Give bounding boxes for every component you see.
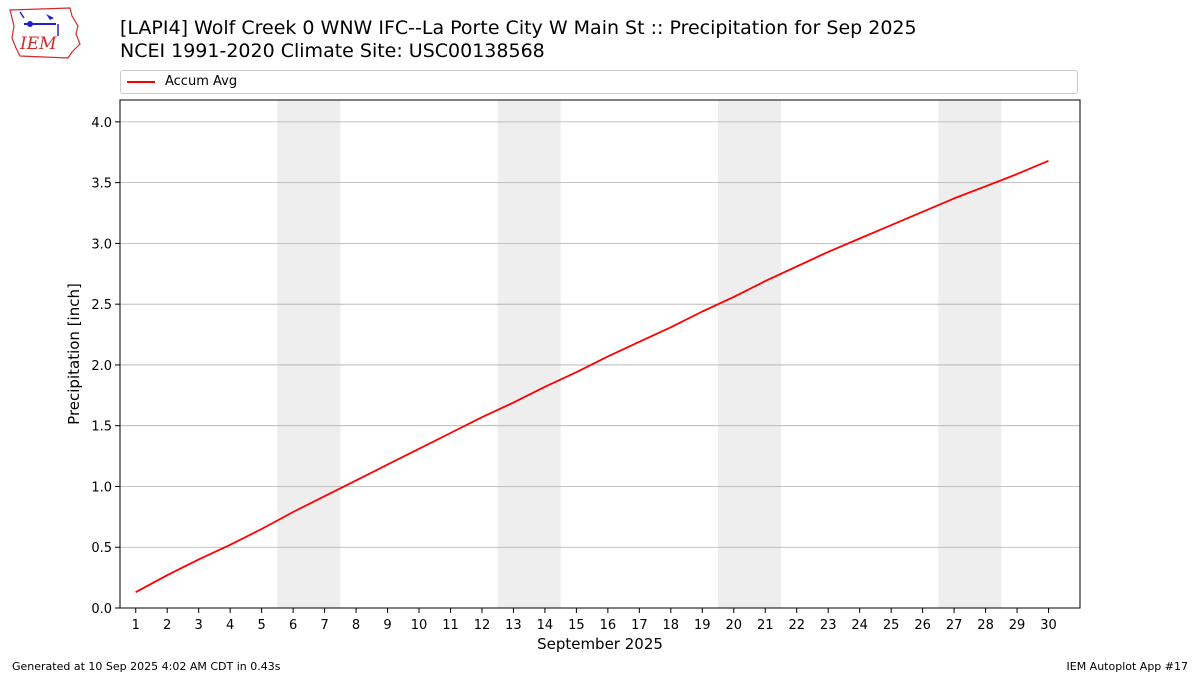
x-tick-label: 6 bbox=[289, 618, 297, 633]
weekend-band bbox=[277, 100, 341, 608]
plot-frame bbox=[119, 99, 1081, 609]
x-tick-label: 9 bbox=[383, 618, 391, 633]
x-tick-label: 27 bbox=[946, 618, 963, 633]
legend: Accum Avg bbox=[120, 70, 1078, 94]
logo-text: IEM bbox=[20, 34, 57, 54]
x-tick-label: 12 bbox=[474, 618, 491, 633]
x-tick-label: 2 bbox=[163, 618, 171, 633]
x-tick-label: 19 bbox=[694, 618, 711, 633]
chart-subtitle: NCEI 1991-2020 Climate Site: USC00138568 bbox=[120, 40, 545, 62]
x-tick-label: 23 bbox=[820, 618, 837, 633]
x-tick-label: 8 bbox=[352, 618, 360, 633]
x-tick-label: 30 bbox=[1040, 618, 1057, 633]
x-tick-label: 29 bbox=[1009, 618, 1026, 633]
series-line-accum-avg bbox=[135, 159, 1049, 593]
weekend-band bbox=[497, 100, 561, 608]
x-tick-label: 20 bbox=[725, 618, 742, 633]
chart-title: [LAPI4] Wolf Creek 0 WNW IFC--La Porte C… bbox=[120, 17, 917, 39]
footer-generated-text: Generated at 10 Sep 2025 4:02 AM CDT in … bbox=[12, 660, 281, 673]
y-axis-ticks: 0.0 0.5 1.0 1.5 2.0 2.5 3.0 3.5 4.0 bbox=[91, 116, 120, 617]
x-tick-label: 13 bbox=[505, 618, 522, 633]
iem-logo-icon bbox=[9, 7, 81, 59]
y-tick-label: 2.5 bbox=[91, 298, 112, 313]
legend-label: Accum Avg bbox=[165, 74, 238, 89]
x-tick-label: 26 bbox=[914, 618, 931, 633]
x-tick-label: 10 bbox=[411, 618, 428, 633]
x-tick-label: 24 bbox=[851, 618, 868, 633]
x-tick-label: 7 bbox=[320, 618, 328, 633]
series-lines bbox=[135, 159, 1049, 593]
x-tick-label: 14 bbox=[537, 618, 554, 633]
x-tick-label: 4 bbox=[226, 618, 234, 633]
x-tick-label: 3 bbox=[195, 618, 203, 633]
y-tick-label: 2.0 bbox=[91, 359, 112, 374]
y-tick-label: 0.5 bbox=[91, 541, 112, 556]
y-tick-label: 1.5 bbox=[91, 420, 112, 435]
y-tick-label: 3.0 bbox=[91, 237, 112, 252]
x-tick-label: 22 bbox=[788, 618, 805, 633]
x-tick-label: 18 bbox=[663, 618, 680, 633]
x-tick-label: 11 bbox=[442, 618, 459, 633]
y-tick-label: 1.0 bbox=[91, 480, 112, 495]
x-tick-label: 16 bbox=[600, 618, 617, 633]
y-axis-label: Precipitation [inch] bbox=[65, 283, 83, 425]
x-axis-label: September 2025 bbox=[537, 635, 663, 653]
y-gridlines bbox=[120, 121, 1080, 609]
x-tick-label: 17 bbox=[631, 618, 648, 633]
x-tick-label: 25 bbox=[883, 618, 900, 633]
weekend-band bbox=[938, 100, 1002, 608]
weekend-band bbox=[718, 100, 781, 608]
legend-swatch bbox=[127, 81, 155, 83]
x-axis-ticks: 1 2 3 4 5 6 7 8 9 10 11 12 13 14 15 16 17 18 19 20 21 22 23 24 2… bbox=[132, 608, 1057, 633]
footer-app-text: IEM Autoplot App #17 bbox=[1066, 660, 1189, 673]
x-tick-label: 15 bbox=[568, 618, 585, 633]
x-tick-label: 1 bbox=[132, 618, 140, 633]
x-tick-label: 28 bbox=[977, 618, 994, 633]
x-tick-label: 21 bbox=[757, 618, 774, 633]
weekend-shading bbox=[277, 100, 1002, 608]
y-tick-label: 4.0 bbox=[91, 116, 112, 131]
y-tick-label: 3.5 bbox=[91, 177, 112, 192]
y-tick-label: 0.0 bbox=[91, 602, 112, 617]
x-tick-label: 5 bbox=[257, 618, 265, 633]
